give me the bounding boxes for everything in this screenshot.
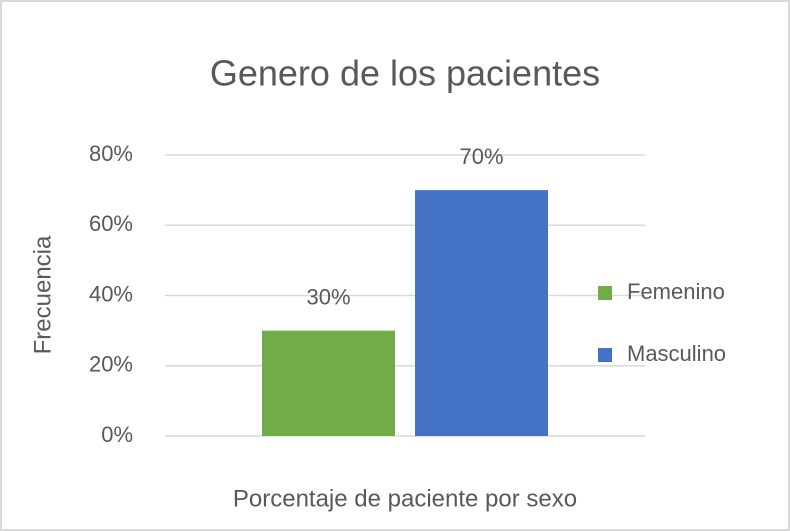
x-axis-title: Porcentaje de paciente por sexo bbox=[233, 485, 577, 512]
y-tick-label: 0% bbox=[101, 422, 133, 447]
y-axis-title: Frecuencia bbox=[29, 235, 56, 354]
y-tick-label: 80% bbox=[89, 141, 133, 166]
data-label: 30% bbox=[306, 284, 350, 309]
y-tick-label: 40% bbox=[89, 281, 133, 306]
data-label: 70% bbox=[459, 144, 503, 169]
legend-label: Femenino bbox=[627, 279, 725, 304]
y-tick-label: 60% bbox=[89, 211, 133, 236]
legend-swatch bbox=[598, 348, 612, 362]
chart-title: Genero de los pacientes bbox=[210, 53, 600, 94]
legend-label: Masculino bbox=[627, 341, 726, 366]
bar bbox=[262, 330, 395, 436]
bar bbox=[415, 190, 548, 436]
y-tick-label: 20% bbox=[89, 352, 133, 377]
legend-swatch bbox=[598, 286, 612, 300]
